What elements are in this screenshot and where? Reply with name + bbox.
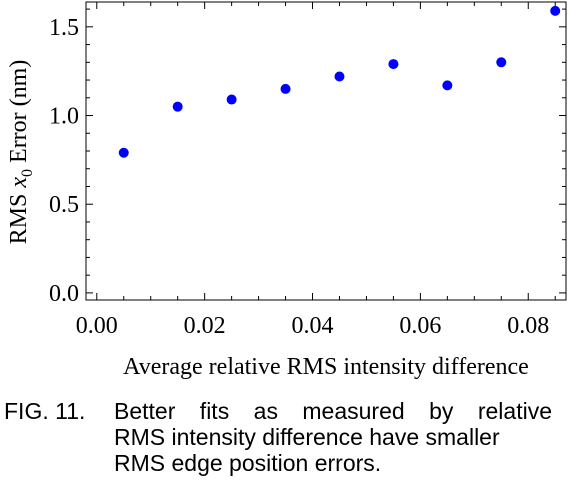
y-axis-label: RMS x0 Error (nm) (6, 60, 36, 245)
y-axis-label-suffix: Error (nm) (6, 60, 32, 169)
data-point (550, 5, 561, 16)
x-tick-label: 0.06 (399, 313, 441, 339)
data-points (118, 5, 561, 158)
caption-line: RMS intensity difference have smaller (114, 424, 500, 450)
data-point (388, 59, 399, 70)
x-tick-label: 0.08 (507, 313, 549, 339)
y-tick-labels: 0.0 0.5 1.0 1.5 (49, 15, 79, 307)
data-point (496, 57, 507, 68)
y-tick-label: 0.0 (49, 281, 79, 307)
x-tick-label: 0.00 (76, 313, 118, 339)
y-axis-label-sub: 0 (19, 169, 36, 177)
data-point (334, 71, 345, 82)
y-tick-label: 1.0 (49, 104, 79, 130)
x-axis-label: Average relative RMS intensity differenc… (123, 354, 529, 380)
data-point (172, 101, 183, 112)
data-point (118, 147, 129, 158)
data-point (280, 83, 291, 94)
y-axis-label-prefix: RMS (6, 188, 32, 245)
scatter-chart: 0.00 0.02 0.04 0.06 0.08 0.0 0.5 1.0 1.5 Averag… (6, 1, 567, 380)
x-tick-label: 0.02 (184, 313, 226, 339)
y-tick-label: 1.5 (49, 15, 79, 41)
figure-caption: FIG. 11. Better fits as measured by rela… (0, 398, 568, 476)
x-tick-labels: 0.00 0.02 0.04 0.06 0.08 (76, 313, 549, 339)
plot-frame (85, 1, 567, 301)
y-axis-label-var: x (6, 177, 32, 189)
caption-label: FIG. 11. (4, 398, 86, 424)
caption-line: RMS edge position errors. (114, 450, 382, 476)
caption-line: Better fits as measured by relative (114, 398, 552, 424)
axis-ticks (86, 2, 566, 300)
y-tick-label: 0.5 (49, 192, 79, 218)
data-point (442, 80, 453, 91)
data-point (226, 94, 237, 105)
x-tick-label: 0.04 (292, 313, 334, 339)
